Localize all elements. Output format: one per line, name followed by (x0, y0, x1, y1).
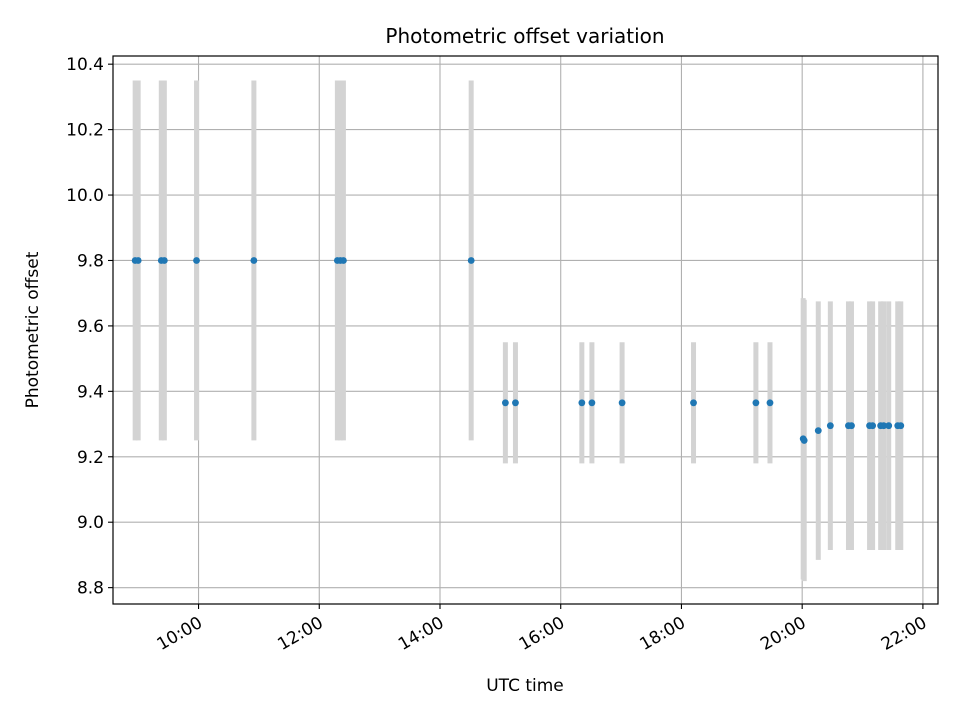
y-tick-label: 9.2 (77, 448, 104, 468)
data-point (467, 257, 475, 264)
data-point (766, 399, 774, 407)
chart-title: Photometric offset variation (385, 24, 664, 48)
data-point (512, 399, 519, 407)
data-point (250, 257, 258, 264)
y-tick-layer: 8.8 9.0 9.2 9.4 9.6 9.8 10.0 10.2 10.4 (66, 55, 113, 599)
y-tick-label: 10.4 (66, 55, 104, 75)
data-point (340, 257, 347, 264)
plot-frame (112, 55, 939, 605)
data-point (690, 399, 697, 407)
point-layer (131, 257, 905, 444)
data-point (897, 422, 905, 430)
data-point (826, 422, 834, 430)
y-tick-label: 9.6 (77, 317, 104, 337)
grid-layer (113, 56, 938, 604)
y-tick-label: 9.4 (77, 382, 104, 402)
data-point (814, 427, 822, 435)
data-point (869, 422, 877, 430)
data-point (160, 257, 168, 264)
data-point (885, 422, 893, 430)
data-point (501, 399, 509, 407)
data-point (848, 422, 855, 430)
data-point (800, 437, 808, 444)
data-point (752, 399, 760, 407)
data-point (193, 257, 200, 264)
data-point (578, 399, 586, 407)
data-point (618, 399, 626, 407)
y-tick-label: 8.8 (77, 579, 104, 599)
y-tick-label: 9.0 (77, 513, 104, 533)
data-point (134, 257, 142, 264)
y-tick-label: 10.0 (66, 186, 104, 206)
data-point (588, 399, 596, 407)
y-tick-label: 9.8 (77, 251, 104, 271)
data-point (880, 422, 888, 430)
y-axis-label: Photometric offset (23, 251, 43, 408)
y-tick-label: 10.2 (66, 121, 104, 141)
x-axis-label: UTC time (486, 676, 564, 696)
